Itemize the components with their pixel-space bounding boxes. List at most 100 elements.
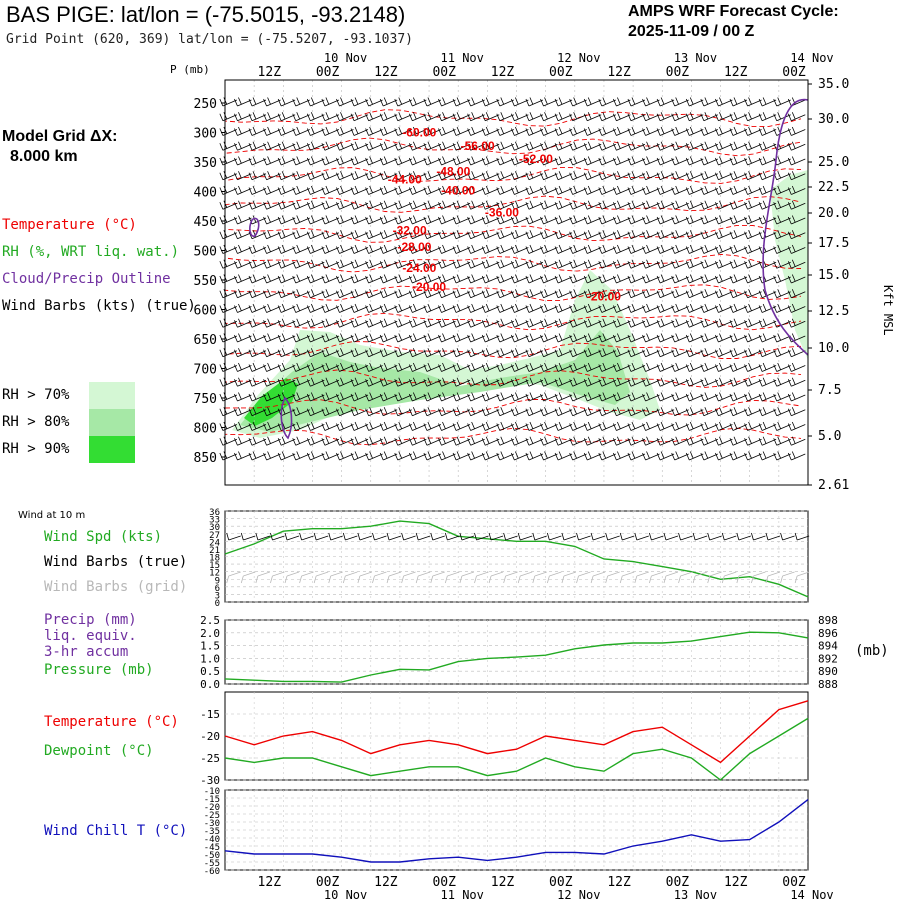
wind-barb [700, 97, 718, 107]
wind-barb [336, 392, 354, 402]
wind-barb [598, 259, 616, 269]
wind-barb [554, 451, 573, 461]
wind-barb [263, 289, 281, 299]
wind-ytick-label: 27 [209, 531, 220, 541]
bottom-time-label: 00Z [666, 875, 690, 890]
wind-barb [234, 244, 252, 254]
wind-barb [729, 244, 748, 254]
surface-barb-true [678, 532, 693, 541]
wind-barb [613, 436, 631, 446]
surface-barb-true [401, 532, 416, 541]
wind-barb [773, 362, 791, 372]
wind-barb [306, 97, 325, 107]
wind-barb [729, 215, 748, 225]
surface-barb-grid [707, 571, 722, 584]
wind-barb [496, 421, 514, 431]
wind-barb [452, 303, 471, 313]
wind-barb [569, 362, 587, 372]
wind-barb [350, 259, 369, 269]
wind-barb [234, 362, 252, 372]
wind-barb [408, 185, 427, 195]
wind-ytick-label: 15 [209, 561, 220, 571]
wind-barb [729, 377, 748, 387]
wind-barb [336, 348, 354, 358]
wind-barb [525, 436, 544, 446]
wind-barb [715, 303, 733, 313]
wind-barb [467, 289, 485, 299]
wind-barb [350, 333, 369, 343]
wind-barb [700, 421, 718, 431]
wind-barb [219, 141, 238, 151]
surface-barb-true [561, 532, 577, 541]
wind-barb [423, 230, 442, 240]
wind-barb [642, 126, 660, 136]
wind-barb [496, 333, 514, 343]
wind-barb [350, 392, 369, 402]
wind-barb [365, 274, 383, 284]
wind-barb [583, 348, 602, 358]
wind-barb [613, 171, 631, 181]
wind-barb [613, 289, 631, 299]
windchill-ytick-label: -15 [204, 795, 220, 805]
wind-barb [671, 215, 689, 225]
wind-ytick-label: 9 [215, 576, 220, 586]
wind-barb [496, 407, 514, 417]
wind-barb [248, 259, 267, 269]
surface-barb-true [372, 532, 387, 541]
wind-barb [394, 451, 412, 461]
wind-barb [642, 451, 660, 461]
surface-barb-true [357, 532, 373, 541]
wind-barb [656, 421, 675, 431]
wind-barb [787, 126, 806, 136]
wind-barb [744, 333, 762, 343]
wind-barb [671, 185, 689, 195]
wind-barb [306, 112, 325, 122]
wind-barb [715, 392, 733, 402]
wind-barb [758, 274, 777, 284]
wind-barb [569, 318, 587, 328]
wind-barb [394, 97, 412, 107]
wind-barb [685, 274, 704, 284]
wind-barb [277, 126, 296, 136]
wind-barb [277, 451, 296, 461]
wind-barb [598, 451, 616, 461]
kft-tick-label: 30.0 [818, 112, 849, 127]
wind-barb [554, 185, 573, 195]
wind-barb [306, 377, 325, 387]
wind-barb [525, 112, 544, 122]
surface-barb-grid [459, 571, 475, 584]
wind-barb [234, 333, 252, 343]
wind-barb [394, 392, 412, 402]
wind-barb [510, 318, 529, 328]
wind-barb [379, 436, 398, 446]
wind-barb [671, 436, 689, 446]
wind-barb [263, 126, 281, 136]
pressure-tick-label: 550 [194, 274, 217, 289]
wind-barb [787, 215, 806, 225]
bottom-time-label: 12Z [724, 875, 748, 890]
wind-barb [554, 156, 573, 166]
wind-barb [277, 185, 296, 195]
wind-barb [365, 126, 383, 136]
wind-barb [758, 436, 777, 446]
wind-barb [234, 451, 252, 461]
wind-barb [248, 141, 267, 151]
wind-barb [263, 421, 281, 431]
wind-barb [350, 97, 369, 107]
wind-barb [510, 156, 529, 166]
surface-barb-true [546, 532, 562, 541]
wind-barb [365, 436, 383, 446]
kft-tick-label: 2.61 [818, 478, 849, 493]
wind-barb [656, 348, 675, 358]
wind-barb [671, 156, 689, 166]
wind-barb [350, 112, 369, 122]
wind-barb [365, 171, 383, 181]
wind-ytick-label: 0 [215, 599, 220, 609]
temperature-label: -20.00 [587, 290, 621, 304]
wind-barb [569, 407, 587, 417]
wind-barb [554, 289, 573, 299]
windchill-ytick-label: -20 [204, 803, 220, 813]
isotherm-line [224, 195, 802, 213]
wind-barb [569, 215, 587, 225]
model-grid-line-2: 8.000 km [10, 148, 78, 165]
